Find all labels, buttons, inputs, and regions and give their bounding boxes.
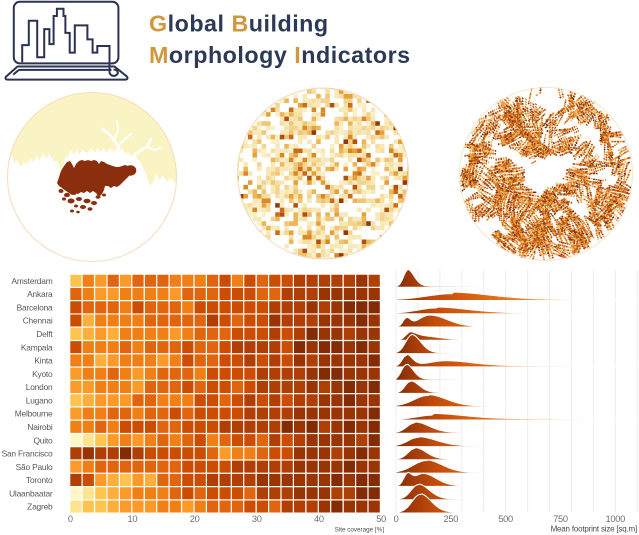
svg-text:Quito: Quito [33,435,53,445]
svg-text:Zagreb: Zagreb [27,502,53,512]
svg-text:750: 750 [553,514,568,524]
svg-text:50: 50 [376,514,386,524]
svg-text:London: London [26,382,53,392]
svg-text:40: 40 [314,514,324,524]
svg-text:0: 0 [68,514,73,524]
svg-text:Lugano: Lugano [26,395,53,405]
svg-text:Site coverage [%]: Site coverage [%] [335,527,385,534]
svg-text:Amsterdam: Amsterdam [11,276,52,286]
svg-text:Chennai: Chennai [23,316,53,326]
svg-text:São Paulo: São Paulo [16,462,53,472]
svg-text:Melbourne: Melbourne [15,409,53,419]
svg-text:Kyoto: Kyoto [32,369,53,379]
svg-text:Kinta: Kinta [34,356,53,366]
svg-text:Delft: Delft [36,329,53,339]
svg-text:30: 30 [252,514,262,524]
svg-text:0: 0 [394,514,399,524]
svg-text:20: 20 [190,514,200,524]
svg-text:Ankara: Ankara [27,289,53,299]
svg-text:500: 500 [498,514,513,524]
svg-text:Barcelona: Barcelona [17,303,53,313]
svg-text:Global Building: Global Building [149,11,329,37]
svg-text:Morphology Indicators: Morphology Indicators [149,42,411,68]
svg-text:San Francisco: San Francisco [2,449,53,459]
svg-text:Nairobi: Nairobi [27,422,52,432]
svg-text:Ulaanbaatar: Ulaanbaatar [9,488,53,498]
svg-text:250: 250 [443,514,458,524]
svg-text:1000: 1000 [605,514,625,524]
svg-text:10: 10 [128,514,138,524]
svg-text:Mean footprint size [sq.m]: Mean footprint size [sq.m] [551,525,637,534]
svg-text:Toronto: Toronto [26,475,53,485]
svg-text:Kampala: Kampala [21,342,53,352]
